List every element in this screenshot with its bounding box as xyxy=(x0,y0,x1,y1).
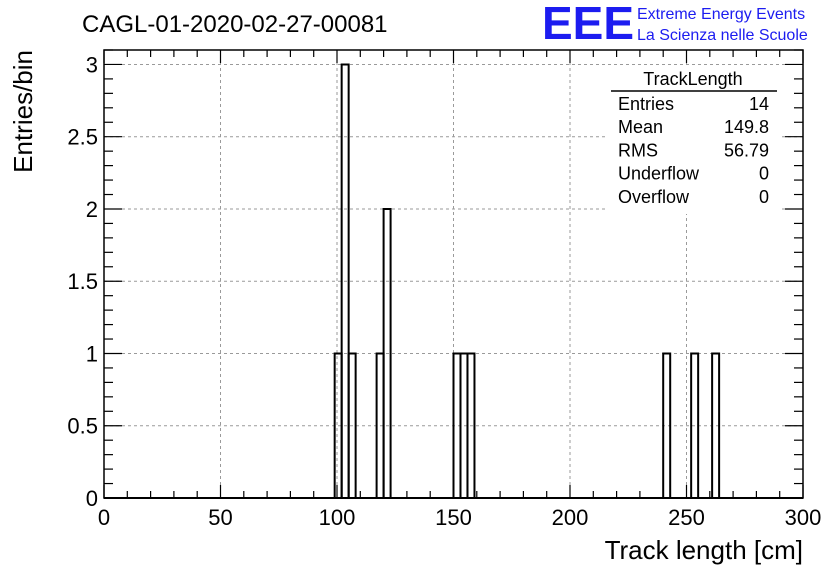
stats-row-value: 14 xyxy=(749,94,769,114)
histogram-bar xyxy=(690,352,700,498)
histogram-bar xyxy=(382,207,392,498)
x-tick-label: 50 xyxy=(208,505,232,530)
chart-title: CAGL-01-2020-02-27-00081 xyxy=(82,11,388,38)
x-tick-label: 150 xyxy=(435,505,472,530)
stats-row-value: 56.79 xyxy=(724,140,769,160)
y-tick-label: 1.5 xyxy=(67,269,98,294)
stats-row-value: 0 xyxy=(759,164,769,184)
x-tick-label: 100 xyxy=(319,505,356,530)
eee-logo-text: EEE xyxy=(542,0,634,49)
y-axis-label: Entries/bin xyxy=(8,50,38,173)
histogram-bar xyxy=(662,352,672,498)
stats-row-value: 149.8 xyxy=(724,117,769,137)
histogram-bar xyxy=(711,352,721,498)
histogram-bar xyxy=(347,352,357,498)
y-tick-label: 2.5 xyxy=(67,125,98,150)
stats-row-label: Entries xyxy=(618,94,674,114)
y-tick-label: 0 xyxy=(86,486,98,511)
x-axis-label: Track length [cm] xyxy=(605,535,803,565)
x-tick-labels: 0 50 100 150 200 250 300 xyxy=(98,505,821,530)
stats-row-label: Mean xyxy=(618,117,663,137)
stats-box: TrackLength Entries 14 Mean 149.8 RMS 56.79 Un… xyxy=(607,66,779,214)
y-tick-label: 1 xyxy=(86,341,98,366)
stats-row-value: 0 xyxy=(759,187,769,207)
x-tick-label: 200 xyxy=(552,505,589,530)
histogram-bar xyxy=(466,352,476,498)
histogram-bar xyxy=(340,63,350,498)
y-tick-label: 2 xyxy=(86,197,98,222)
stats-box-title: TrackLength xyxy=(643,69,742,89)
y-tick-label: 3 xyxy=(86,52,98,77)
axis-ticks xyxy=(103,49,804,499)
stats-row-label: Overflow xyxy=(618,187,690,207)
stats-row-label: RMS xyxy=(618,140,658,160)
x-tick-label: 250 xyxy=(668,505,705,530)
x-tick-label: 0 xyxy=(98,505,110,530)
brand-line-2: La Scienza nelle Scuole xyxy=(637,27,808,44)
stats-rows: Entries 14 Mean 149.8 RMS 56.79 Underflow 0 Over… xyxy=(618,94,769,207)
stats-row-label: Underflow xyxy=(618,164,700,184)
y-tick-labels: 0 0.5 1 1.5 2 2.5 3 xyxy=(67,52,98,511)
eee-logo: EEE xyxy=(542,0,634,49)
x-tick-label: 300 xyxy=(785,505,822,530)
brand-line-1: Extreme Energy Events xyxy=(637,6,805,23)
y-tick-label: 0.5 xyxy=(67,414,98,439)
